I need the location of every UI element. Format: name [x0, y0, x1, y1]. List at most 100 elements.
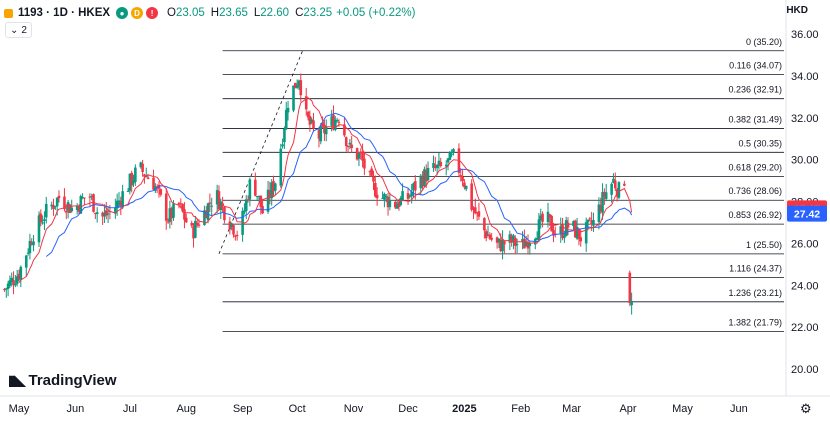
candle-body [488, 234, 492, 239]
candle-body [452, 149, 455, 153]
time-tick-label: Jun [66, 403, 84, 415]
candle-body [563, 235, 566, 238]
candle-body [92, 194, 95, 212]
open-label: O [167, 7, 176, 19]
candle-body [3, 289, 6, 291]
candle-body [230, 223, 233, 228]
symbol-header: 1193 · 1D · HKEX ● D ! O 23.05 H 23.65 L 22… [4, 4, 415, 22]
candle-body [383, 193, 386, 200]
candle-body [95, 212, 99, 215]
candle-body [584, 222, 588, 244]
candle-body [388, 199, 392, 208]
candle-body [44, 203, 48, 218]
candle-body [550, 215, 553, 232]
candle-body [374, 182, 377, 197]
symbol-title[interactable]: 1193 · 1D · HKEX [18, 7, 111, 19]
candle-body [184, 217, 188, 223]
price-tick-label: 26.00 [791, 238, 819, 250]
candle-body [486, 234, 490, 237]
candle-body [279, 148, 283, 186]
candle-body [179, 203, 183, 205]
candle-body [426, 167, 430, 181]
candle-body [537, 219, 541, 241]
currency-label[interactable]: HKD [786, 5, 808, 16]
dividend-badge[interactable]: D [131, 7, 144, 19]
candle-body [372, 176, 375, 182]
candle-body [32, 241, 35, 246]
alert-badge[interactable]: ! [146, 7, 159, 19]
candle-body [552, 229, 555, 236]
candle-body [363, 158, 366, 169]
candle-body [30, 242, 34, 245]
tradingview-mark-icon: ▮◣ [8, 372, 26, 388]
candle-body [128, 173, 132, 191]
time-tick-label: Apr [619, 403, 636, 415]
candle-body [106, 213, 110, 215]
candle-body [359, 151, 363, 154]
candle-body [539, 215, 543, 221]
candle-body [586, 219, 590, 223]
candle-body [146, 177, 150, 179]
candle-body [221, 203, 224, 206]
candle-body [394, 201, 397, 208]
candle-body [510, 235, 513, 243]
candle-body [259, 195, 263, 208]
candle-body [79, 196, 83, 214]
candle-body [432, 163, 435, 168]
candle-body [50, 204, 54, 207]
candle-body [490, 237, 493, 240]
candle-body [210, 205, 213, 207]
candle-body [346, 146, 350, 148]
candle-body [521, 238, 524, 243]
candle-body [630, 300, 633, 306]
chevron-down-icon: ⌄ [10, 24, 19, 36]
candle-body [81, 197, 84, 199]
candle-body [126, 190, 130, 192]
candle-body [257, 195, 261, 198]
market-status-icon[interactable]: ● [116, 7, 129, 19]
candle-body [306, 111, 310, 118]
tradingview-logo[interactable]: ▮◣ TradingView [8, 372, 117, 389]
candle-body [434, 164, 437, 169]
candle-body [241, 210, 244, 235]
close-label: C [295, 7, 304, 19]
candle-body [573, 220, 577, 238]
candle-body [304, 96, 308, 110]
fib-level-label: 1.382 (21.79) [728, 318, 782, 328]
candle-body [610, 183, 613, 195]
candle-body [321, 123, 324, 127]
price-tick-label: 20.00 [791, 364, 819, 376]
candle-body [70, 207, 74, 212]
candle-body [197, 224, 201, 226]
candle-body [63, 196, 66, 210]
candle-body [281, 144, 284, 147]
settings-gear-icon[interactable]: ⚙ [800, 401, 812, 416]
candle-body [444, 164, 448, 167]
candle-body [412, 183, 415, 191]
candle-body [419, 175, 423, 189]
candle-body [559, 226, 563, 234]
candle-body [52, 205, 55, 209]
candle-body [484, 231, 488, 239]
change-value: +0.05 (+0.22%) [336, 7, 416, 19]
candle-body [132, 180, 135, 184]
candle-body [243, 210, 246, 213]
candle-body [495, 237, 499, 243]
candle-body [295, 85, 299, 88]
time-tick-label: 2025 [452, 403, 476, 415]
fib-level-label: 0.236 (32.91) [728, 85, 782, 95]
candle-body [368, 171, 372, 173]
candle-body [41, 222, 44, 224]
indicators-toggle[interactable]: ⌄ 2 [5, 22, 32, 38]
candle-body [524, 242, 528, 247]
fib-level-label: 0.853 (26.92) [728, 210, 782, 220]
candle-body [406, 193, 410, 199]
candle-body [601, 192, 604, 213]
candle-body [37, 215, 41, 243]
trend-line-layer [218, 50, 303, 254]
time-tick-label: Nov [344, 403, 364, 415]
candle-body [292, 85, 295, 111]
candle-body [577, 228, 581, 239]
candle-body [604, 192, 608, 199]
